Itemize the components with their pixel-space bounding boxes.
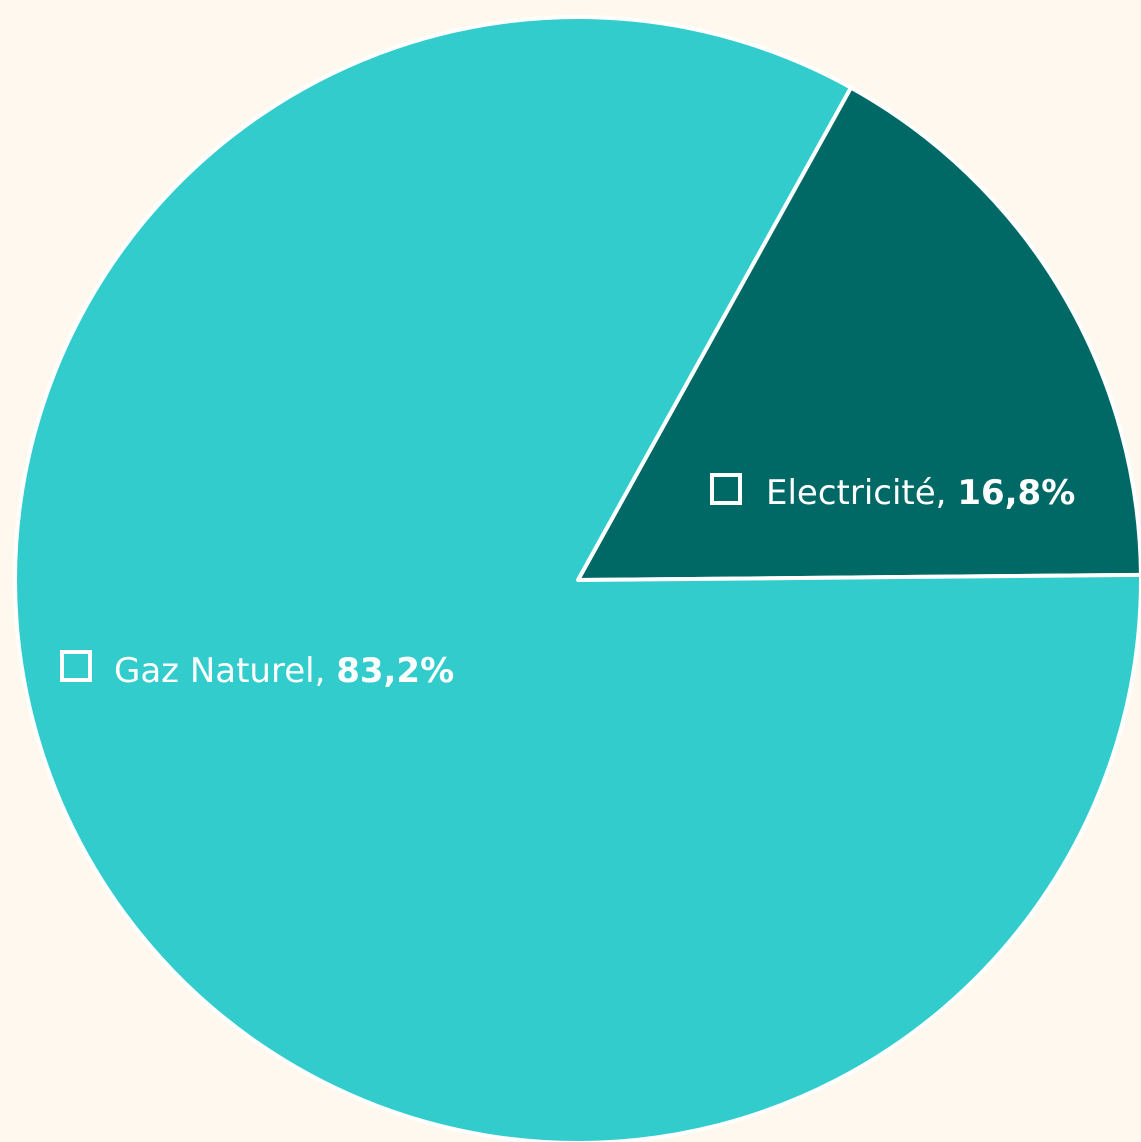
slice-label-1: Gaz Naturel, 83,2%	[114, 651, 454, 691]
pie-slice-0	[576, 85, 1141, 582]
pie-slice-1	[13, 15, 1141, 1142]
pie-labels: Electricité, 16,8% Gaz Naturel, 83,2%	[60, 473, 1075, 691]
legend-marker-1	[60, 650, 92, 682]
slice-label-name: Electricité,	[766, 473, 957, 513]
legend-marker-0	[710, 473, 742, 505]
slice-label-name: Gaz Naturel,	[114, 651, 336, 691]
slice-label-value: 83,2%	[336, 651, 454, 691]
slice-label-0: Electricité, 16,8%	[766, 473, 1075, 513]
slice-label-value: 16,8%	[957, 473, 1075, 513]
pie-slices	[13, 15, 1141, 1142]
